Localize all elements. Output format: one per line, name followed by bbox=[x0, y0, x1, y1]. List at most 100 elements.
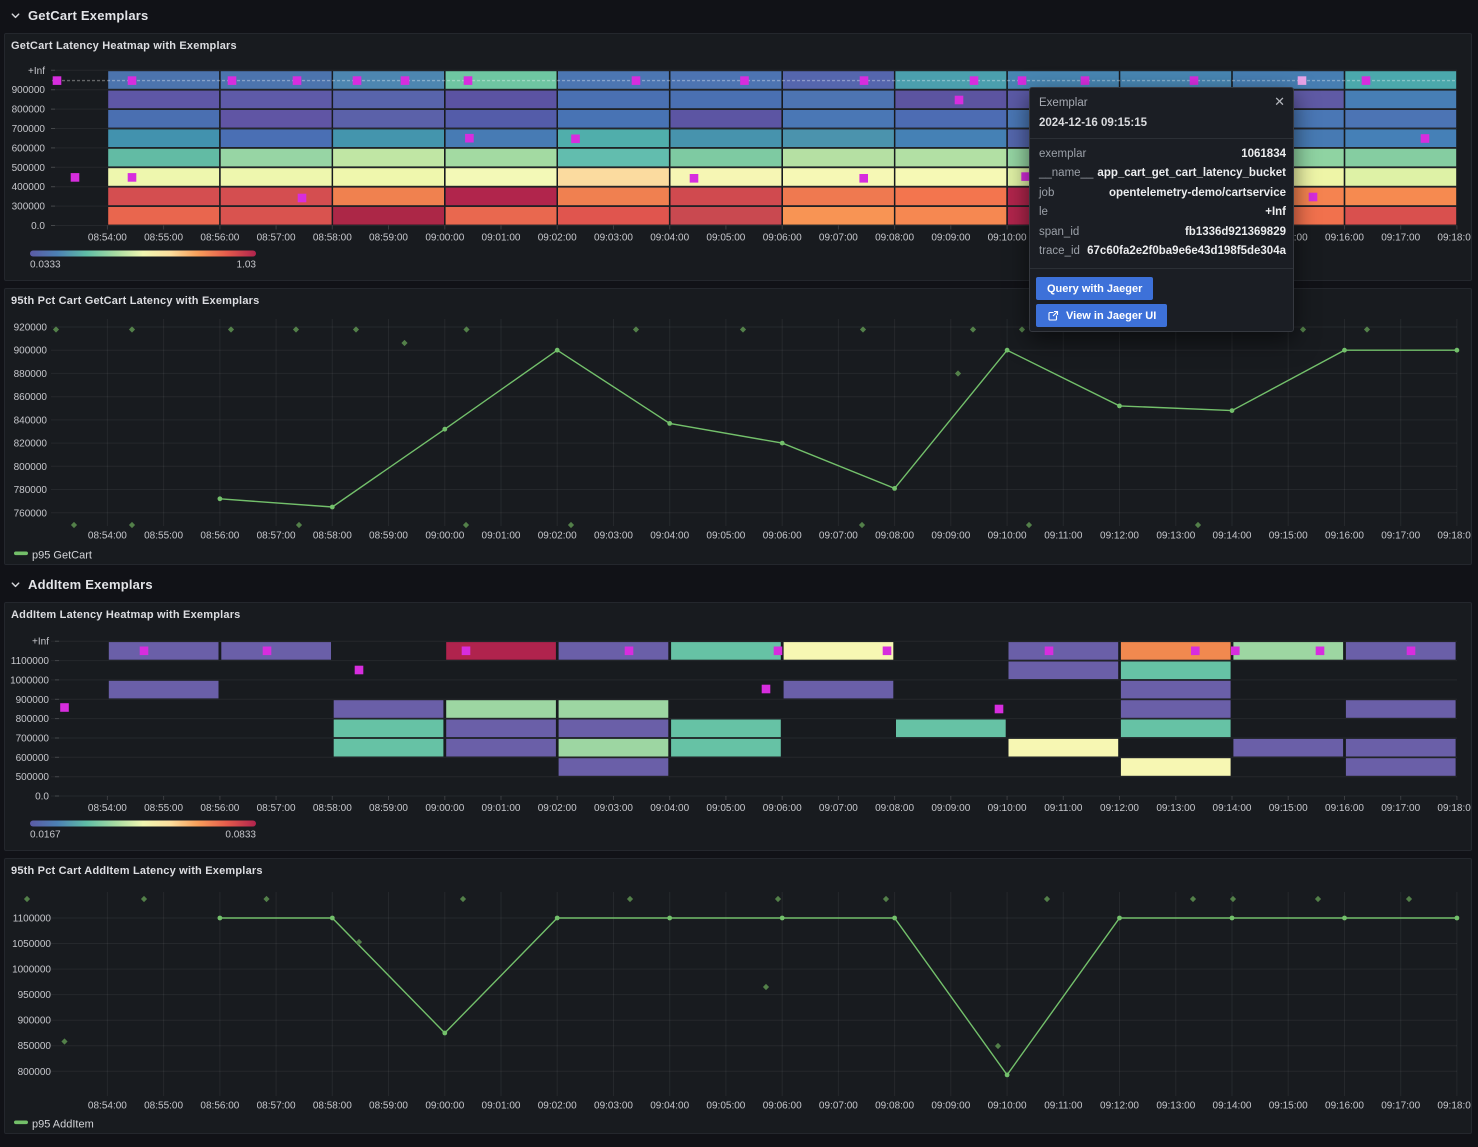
svg-text:09:06:00: 09:06:00 bbox=[763, 531, 802, 542]
svg-text:08:56:00: 08:56:00 bbox=[200, 531, 239, 542]
svg-text:09:08:00: 09:08:00 bbox=[875, 1101, 914, 1112]
svg-text:08:58:00: 08:58:00 bbox=[313, 1101, 352, 1112]
svg-text:09:09:00: 09:09:00 bbox=[931, 531, 970, 542]
svg-text:900000: 900000 bbox=[18, 1016, 52, 1027]
svg-text:08:55:00: 08:55:00 bbox=[144, 233, 183, 244]
svg-text:1100000: 1100000 bbox=[13, 914, 52, 925]
svg-text:09:07:00: 09:07:00 bbox=[819, 803, 858, 814]
svg-text:300000: 300000 bbox=[12, 202, 46, 213]
svg-text:09:01:00: 09:01:00 bbox=[482, 531, 521, 542]
svg-text:400000: 400000 bbox=[12, 182, 46, 193]
svg-text:08:54:00: 08:54:00 bbox=[88, 233, 127, 244]
svg-text:08:59:00: 08:59:00 bbox=[369, 233, 408, 244]
svg-text:09:06:00: 09:06:00 bbox=[763, 233, 802, 244]
svg-text:09:00:00: 09:00:00 bbox=[425, 1101, 464, 1112]
svg-text:08:57:00: 08:57:00 bbox=[257, 803, 296, 814]
svg-text:08:58:00: 08:58:00 bbox=[313, 531, 352, 542]
svg-text:900000: 900000 bbox=[16, 695, 50, 706]
svg-text:09:13:00: 09:13:00 bbox=[1156, 1101, 1195, 1112]
svg-text:09:17:00: 09:17:00 bbox=[1381, 531, 1420, 542]
svg-text:09:05:00: 09:05:00 bbox=[706, 233, 745, 244]
svg-text:09:13:00: 09:13:00 bbox=[1156, 803, 1195, 814]
svg-text:700000: 700000 bbox=[12, 124, 46, 135]
svg-text:+Inf: +Inf bbox=[32, 637, 49, 648]
svg-text:08:58:00: 08:58:00 bbox=[313, 803, 352, 814]
svg-text:09:17:00: 09:17:00 bbox=[1381, 1101, 1420, 1112]
svg-text:09:06:00: 09:06:00 bbox=[763, 803, 802, 814]
svg-text:09:07:00: 09:07:00 bbox=[819, 1101, 858, 1112]
svg-text:1100000: 1100000 bbox=[11, 656, 50, 667]
svg-text:09:18:00: 09:18:00 bbox=[1437, 1101, 1472, 1112]
svg-text:09:15:00: 09:15:00 bbox=[1269, 531, 1308, 542]
svg-text:09:00:00: 09:00:00 bbox=[425, 803, 464, 814]
svg-text:860000: 860000 bbox=[14, 392, 48, 403]
svg-text:09:16:00: 09:16:00 bbox=[1325, 233, 1364, 244]
svg-text:08:54:00: 08:54:00 bbox=[88, 531, 127, 542]
svg-text:1000000: 1000000 bbox=[12, 965, 51, 976]
svg-text:09:02:00: 09:02:00 bbox=[538, 803, 577, 814]
svg-text:09:03:00: 09:03:00 bbox=[594, 233, 633, 244]
svg-text:700000: 700000 bbox=[16, 734, 50, 745]
svg-text:08:59:00: 08:59:00 bbox=[369, 1101, 408, 1112]
svg-text:920000: 920000 bbox=[14, 323, 48, 334]
svg-text:08:59:00: 08:59:00 bbox=[369, 803, 408, 814]
svg-text:08:58:00: 08:58:00 bbox=[313, 233, 352, 244]
svg-text:09:18:00: 09:18:00 bbox=[1437, 233, 1472, 244]
svg-text:0.0333: 0.0333 bbox=[30, 260, 61, 271]
svg-text:900000: 900000 bbox=[14, 346, 48, 357]
svg-text:09:03:00: 09:03:00 bbox=[594, 531, 633, 542]
svg-text:08:56:00: 08:56:00 bbox=[200, 1101, 239, 1112]
svg-text:08:57:00: 08:57:00 bbox=[257, 1101, 296, 1112]
svg-text:09:14:00: 09:14:00 bbox=[1213, 803, 1252, 814]
svg-text:09:10:00: 09:10:00 bbox=[988, 531, 1027, 542]
svg-text:09:17:00: 09:17:00 bbox=[1381, 233, 1420, 244]
svg-text:09:18:00: 09:18:00 bbox=[1437, 531, 1472, 542]
svg-text:09:14:00: 09:14:00 bbox=[1213, 1101, 1252, 1112]
svg-text:820000: 820000 bbox=[14, 439, 48, 450]
svg-text:09:08:00: 09:08:00 bbox=[875, 233, 914, 244]
svg-text:600000: 600000 bbox=[16, 753, 50, 764]
svg-text:0.0833: 0.0833 bbox=[225, 830, 256, 841]
svg-text:09:12:00: 09:12:00 bbox=[1100, 531, 1139, 542]
svg-text:0.0167: 0.0167 bbox=[30, 830, 61, 841]
svg-text:800000: 800000 bbox=[12, 105, 46, 116]
svg-text:09:07:00: 09:07:00 bbox=[819, 531, 858, 542]
svg-text:08:56:00: 08:56:00 bbox=[200, 803, 239, 814]
svg-text:09:18:00: 09:18:00 bbox=[1437, 803, 1472, 814]
svg-text:600000: 600000 bbox=[12, 143, 46, 154]
svg-text:09:09:00: 09:09:00 bbox=[931, 803, 970, 814]
svg-text:09:03:00: 09:03:00 bbox=[594, 1101, 633, 1112]
svg-text:09:15:00: 09:15:00 bbox=[1269, 1101, 1308, 1112]
svg-text:08:55:00: 08:55:00 bbox=[144, 803, 183, 814]
svg-text:780000: 780000 bbox=[14, 485, 48, 496]
svg-text:09:02:00: 09:02:00 bbox=[538, 1101, 577, 1112]
svg-text:08:57:00: 08:57:00 bbox=[257, 233, 296, 244]
svg-text:800000: 800000 bbox=[16, 714, 50, 725]
svg-text:09:05:00: 09:05:00 bbox=[706, 1101, 745, 1112]
svg-text:1050000: 1050000 bbox=[12, 939, 51, 950]
svg-text:760000: 760000 bbox=[14, 508, 48, 519]
svg-text:09:04:00: 09:04:00 bbox=[650, 803, 689, 814]
svg-text:09:10:00: 09:10:00 bbox=[988, 803, 1027, 814]
svg-text:09:09:00: 09:09:00 bbox=[931, 233, 970, 244]
svg-text:p95 GetCart: p95 GetCart bbox=[32, 550, 92, 562]
svg-text:09:09:00: 09:09:00 bbox=[931, 1101, 970, 1112]
svg-text:09:07:00: 09:07:00 bbox=[819, 233, 858, 244]
svg-text:09:11:00: 09:11:00 bbox=[1044, 531, 1083, 542]
svg-text:p95 AddItem: p95 AddItem bbox=[32, 1119, 94, 1131]
svg-text:09:02:00: 09:02:00 bbox=[538, 233, 577, 244]
svg-text:09:11:00: 09:11:00 bbox=[1044, 1101, 1083, 1112]
svg-text:+Inf: +Inf bbox=[28, 66, 45, 77]
svg-text:09:12:00: 09:12:00 bbox=[1100, 1101, 1139, 1112]
svg-text:1000000: 1000000 bbox=[10, 675, 49, 686]
svg-text:09:16:00: 09:16:00 bbox=[1325, 531, 1364, 542]
svg-text:08:54:00: 08:54:00 bbox=[88, 1101, 127, 1112]
svg-text:09:06:00: 09:06:00 bbox=[763, 1101, 802, 1112]
svg-text:09:17:00: 09:17:00 bbox=[1381, 803, 1420, 814]
svg-text:09:01:00: 09:01:00 bbox=[482, 803, 521, 814]
svg-text:08:59:00: 08:59:00 bbox=[369, 531, 408, 542]
svg-text:09:16:00: 09:16:00 bbox=[1325, 803, 1364, 814]
svg-text:08:54:00: 08:54:00 bbox=[88, 803, 127, 814]
svg-text:500000: 500000 bbox=[16, 772, 50, 783]
svg-text:09:01:00: 09:01:00 bbox=[482, 1101, 521, 1112]
